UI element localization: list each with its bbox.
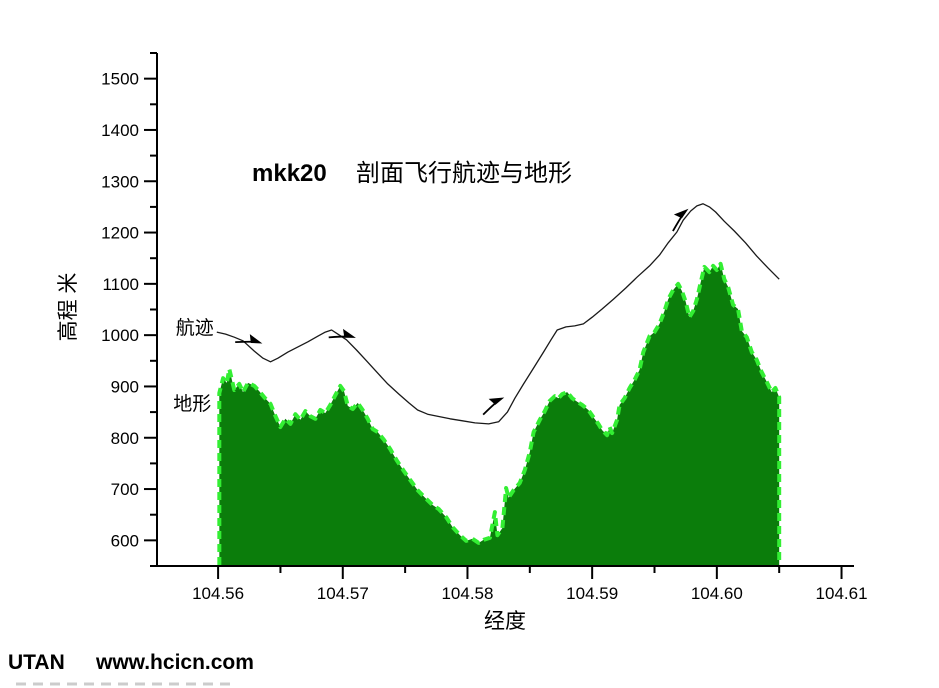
direction-arrow-icon bbox=[328, 328, 356, 339]
arrow-head bbox=[488, 397, 505, 405]
flight-track-series bbox=[216, 203, 780, 425]
y-tick-label: 1400 bbox=[101, 121, 139, 140]
direction-arrow-icon bbox=[482, 397, 505, 416]
x-tick-label: 104.56 bbox=[192, 584, 244, 603]
terrain-area-series bbox=[217, 261, 782, 566]
terrain-outline bbox=[217, 261, 782, 566]
flight-direction-arrows bbox=[235, 208, 689, 416]
y-tick-label: 700 bbox=[111, 480, 139, 499]
x-tick-label: 104.58 bbox=[441, 584, 493, 603]
x-tick-label: 104.60 bbox=[691, 584, 743, 603]
y-tick-label: 900 bbox=[111, 377, 139, 396]
y-tick-label: 1100 bbox=[102, 275, 139, 294]
arrow-head bbox=[673, 208, 689, 219]
y-tick-label: 600 bbox=[111, 531, 139, 550]
watermark-url: www.hcicn.com bbox=[95, 651, 254, 674]
chart-title-prefix: mkk20 bbox=[252, 160, 327, 187]
watermark-brand: UTAN bbox=[8, 651, 65, 674]
y-tick-label: 1200 bbox=[101, 224, 139, 243]
terrain-fill bbox=[219, 263, 780, 565]
y-tick-label: 1000 bbox=[101, 326, 139, 345]
x-tick-label: 104.59 bbox=[566, 584, 618, 603]
annotation-label: 航迹 bbox=[176, 317, 214, 339]
direction-arrow-icon bbox=[235, 334, 263, 344]
y-tick-label: 1500 bbox=[101, 70, 139, 89]
y-tick-label: 1300 bbox=[101, 172, 139, 191]
arrow-tail bbox=[482, 399, 500, 416]
arrow-head bbox=[249, 334, 263, 344]
y-axis-title: 高程 米 bbox=[57, 273, 80, 342]
x-tick-label: 104.61 bbox=[816, 584, 868, 603]
arrow-head bbox=[343, 328, 356, 338]
annotation-label: 地形 bbox=[173, 393, 211, 415]
chart-title: 剖面飞行航迹与地形 bbox=[356, 160, 572, 187]
x-tick-label: 104.57 bbox=[317, 584, 369, 603]
axes: 600 700 800 900 1000 1100 1200 1300 1400 1500 104.… bbox=[101, 52, 868, 603]
x-axis-title: 经度 bbox=[484, 610, 526, 633]
y-tick-label: 800 bbox=[111, 429, 139, 448]
direction-arrow-icon bbox=[672, 208, 689, 232]
flight-track-line bbox=[216, 203, 780, 425]
